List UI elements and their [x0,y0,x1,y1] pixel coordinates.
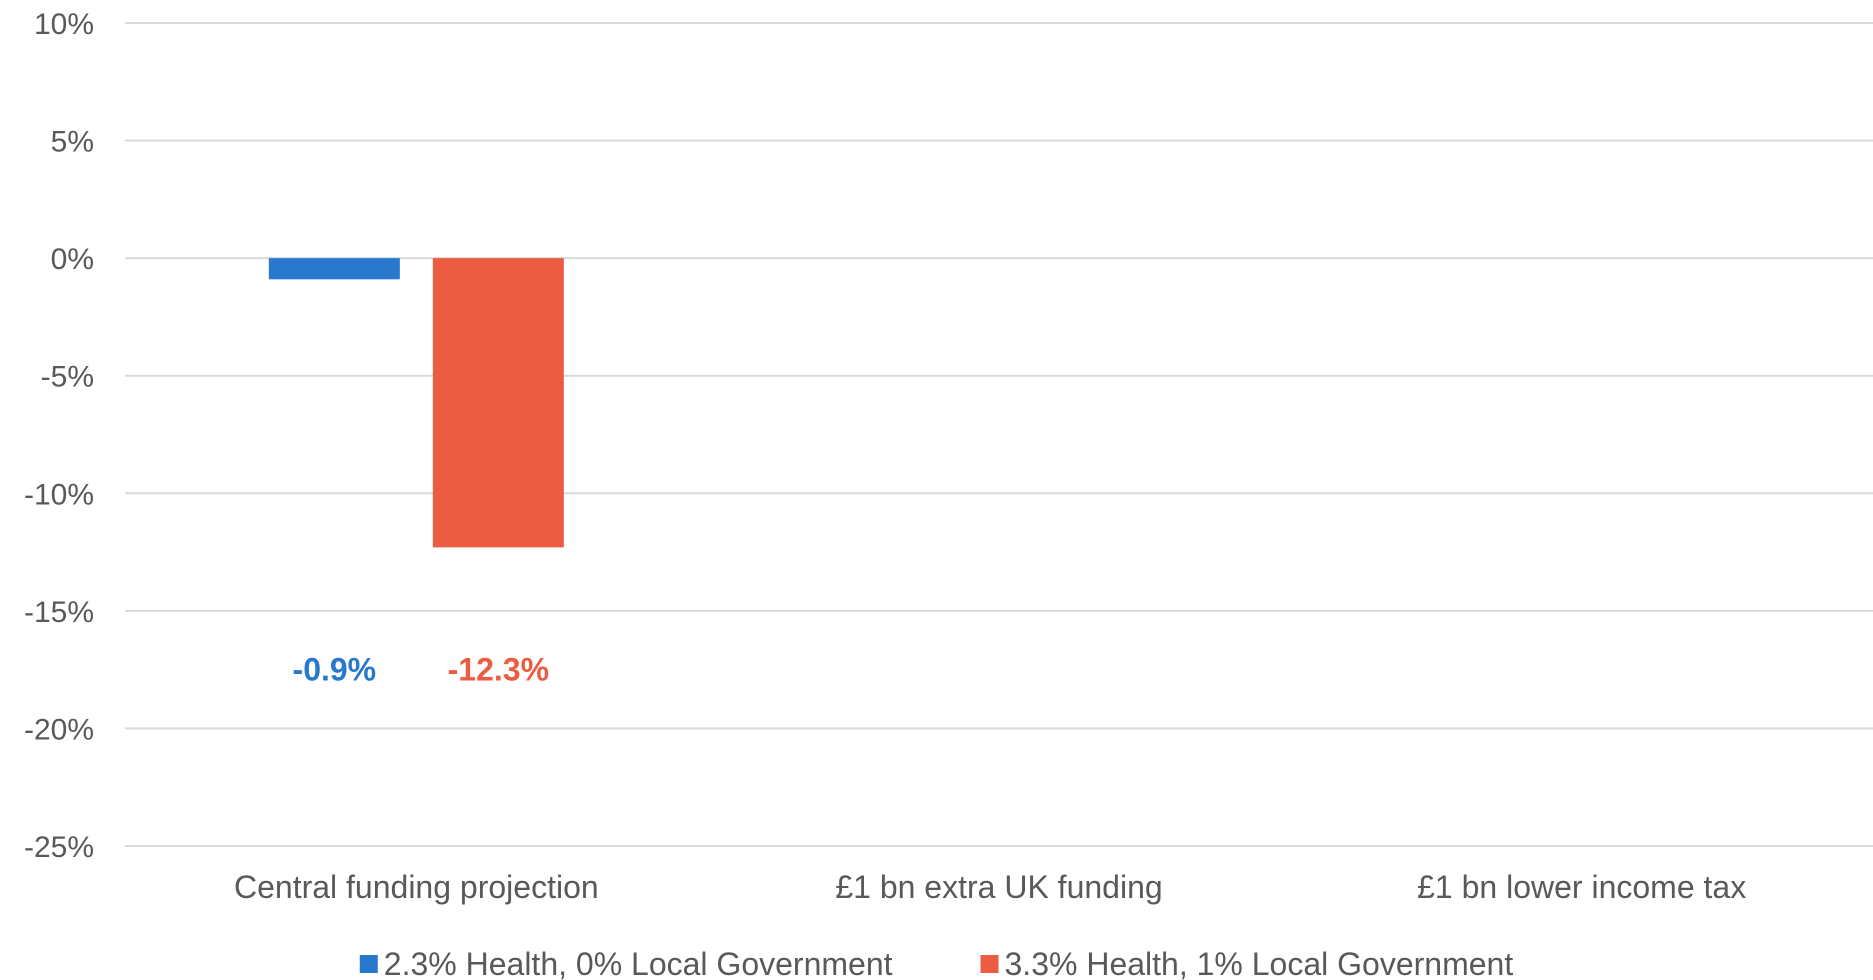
y-tick-label: 10% [34,8,94,41]
bar [268,258,400,280]
y-tick-label: -5% [41,361,94,394]
category-label: Central funding projection [234,869,599,905]
legend-swatch [359,955,378,973]
legend-swatch [980,955,999,973]
data-label: -0.9% [293,652,377,688]
data-label: -12.3% [448,652,549,688]
bar [432,258,564,548]
y-tick-label: -25% [24,831,94,864]
data-labels: -0.9% -12.3% [293,652,549,688]
legend-label: 3.3% Health, 1% Local Government [1005,946,1514,980]
legend: 2.3% Health, 0% Local Government 3.3% Hea… [359,946,1514,980]
category-label: £1 bn lower income tax [1417,869,1746,905]
gridlines [125,22,1873,847]
x-axis-categories: Central funding projection £1 bn extra UK… [234,869,1746,905]
y-tick-label: -10% [24,478,94,511]
y-tick-label: -20% [24,713,94,746]
y-tick-label: 0% [51,243,94,276]
legend-label: 2.3% Health, 0% Local Government [384,946,893,980]
category-label: £1 bn extra UK funding [835,869,1162,905]
y-tick-label: -15% [24,596,94,629]
y-tick-label: 5% [51,126,94,159]
y-axis-ticks: 10% 5% 0% -5% -10% -15% -20% -25% [24,8,94,864]
bars [268,258,564,548]
